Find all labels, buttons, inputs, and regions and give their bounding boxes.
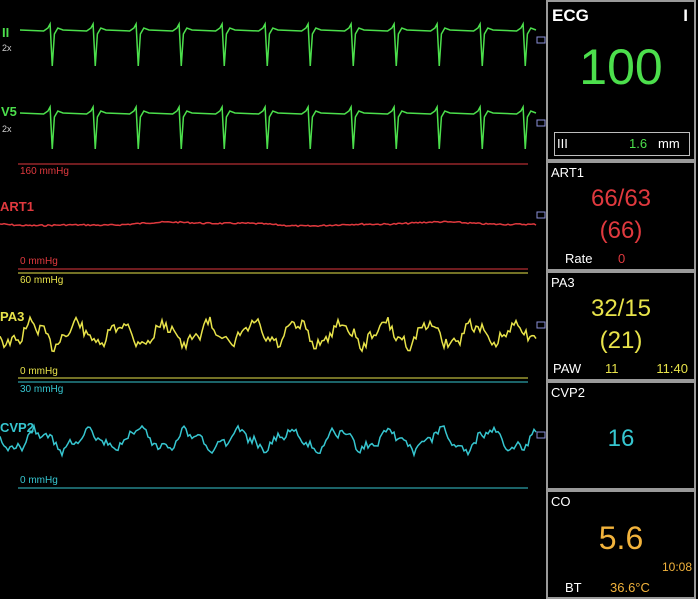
- waveform-area: [0, 21, 546, 489]
- art1-panel-title: ART1: [551, 165, 584, 180]
- cvp2-waveform: [0, 423, 537, 458]
- co-value: 5.6: [598, 520, 644, 556]
- pa3-panel[interactable]: PA3 32/15 (21) PAW 11 11:40: [546, 271, 696, 381]
- pa3-end-marker: [536, 321, 546, 329]
- ecg-panel[interactable]: ECG I 100 III 1.6 mm: [546, 0, 696, 161]
- ecg-ii-label: II: [2, 25, 10, 40]
- ecg-lead-size-box[interactable]: III 1.6 mm: [554, 132, 690, 156]
- art1-rate-label: Rate: [565, 251, 593, 266]
- art1-scale-top: 160 mmHg: [20, 166, 69, 177]
- ecg-panel-title: ECG: [552, 6, 589, 25]
- bt-label: BT: [565, 580, 582, 595]
- heart-rate-value: 100: [579, 39, 663, 95]
- ecg-size-value: 1.6: [629, 136, 648, 151]
- ecg-v5-end-marker: [536, 119, 546, 127]
- ecg-lead-selector: III: [557, 136, 568, 151]
- ecg-v5-waveform: [19, 104, 537, 150]
- art1-waveform: [0, 220, 537, 228]
- ecg-v5-gain: 2x: [2, 124, 12, 134]
- art1-rate-value: 0: [618, 251, 626, 266]
- pa3-systolic-diastolic: 32/15: [590, 295, 652, 322]
- ecg-ii-end-marker: [536, 36, 546, 44]
- pa3-label: PA3: [0, 309, 25, 324]
- pa3-panel-title: PA3: [551, 275, 575, 290]
- paw-value: 11: [605, 361, 619, 376]
- art1-end-marker: [536, 211, 546, 219]
- pa3-time: 11:40: [656, 361, 688, 376]
- paw-label: PAW: [553, 361, 582, 376]
- art1-mean: (66): [599, 217, 643, 244]
- co-panel-title: CO: [551, 494, 571, 509]
- ecg-ii-gain: 2x: [2, 43, 12, 53]
- art1-label: ART1: [0, 199, 34, 214]
- cvp2-scale-bottom: 0 mmHg: [20, 475, 58, 486]
- cvp2-end-marker: [536, 431, 546, 439]
- art1-systolic-diastolic: 66/63: [590, 185, 652, 212]
- cvp2-panel[interactable]: CVP2 16: [546, 381, 696, 490]
- ecg-size-unit: mm: [658, 136, 680, 151]
- art1-panel[interactable]: ART1 66/63 (66) Rate 0: [546, 161, 696, 271]
- co-time: 10:08: [661, 560, 692, 574]
- cvp2-value: 16: [607, 425, 635, 452]
- cvp2-scale-top: 30 mmHg: [20, 384, 64, 395]
- pa3-scale-bottom: 0 mmHg: [20, 366, 58, 377]
- ecg-ii-waveform: [19, 21, 537, 67]
- co-panel[interactable]: CO 5.6 10:08 BT 36.6°C: [546, 490, 696, 599]
- pa3-scale-top: 60 mmHg: [20, 275, 64, 286]
- pa3-waveform: [0, 315, 537, 353]
- cvp2-panel-title: CVP2: [551, 385, 585, 400]
- bt-value: 36.6°C: [610, 580, 650, 595]
- pa3-mean: (21): [599, 327, 643, 354]
- ecg-panel-mode: I: [683, 6, 688, 25]
- ecg-v5-label: V5: [1, 104, 17, 119]
- art1-scale-bottom: 0 mmHg: [20, 256, 58, 267]
- cvp2-label: CVP2: [0, 420, 34, 435]
